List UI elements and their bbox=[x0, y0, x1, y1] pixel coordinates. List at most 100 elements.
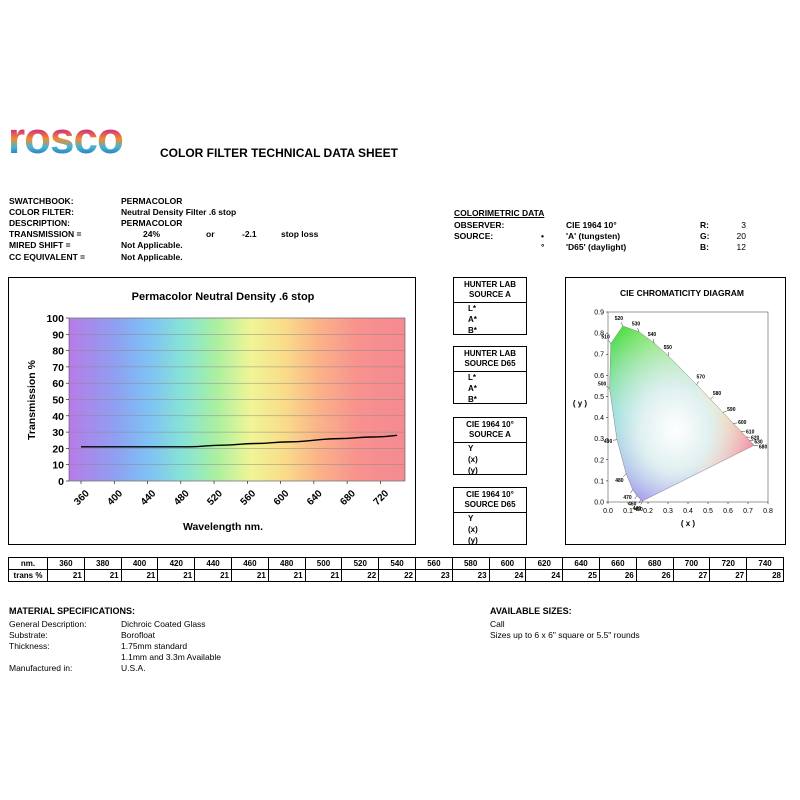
box-row: (x) bbox=[468, 525, 478, 534]
box-row: A* bbox=[468, 384, 477, 393]
table-cell-trans: 21 bbox=[304, 569, 343, 582]
table-cell-nm: 740 bbox=[746, 557, 784, 570]
cie-x-tick-label: 0.3 bbox=[663, 508, 673, 515]
locus-tick bbox=[710, 396, 714, 400]
sizes-heading: AVAILABLE SIZES: bbox=[490, 606, 572, 616]
thickness-label: Thickness: bbox=[9, 641, 50, 651]
table-cell-nm: 540 bbox=[378, 557, 416, 570]
x-tick-label: 360 bbox=[72, 488, 92, 508]
table-cell-nm: 620 bbox=[525, 557, 564, 570]
cie-x-tick-label: 0.6 bbox=[723, 508, 733, 515]
g-label: G: bbox=[700, 231, 710, 241]
box-subtitle: SOURCE D65 bbox=[464, 359, 516, 368]
transmission-chart-panel: Permacolor Neutral Density .6 stop 0 10 20… bbox=[8, 277, 416, 545]
y-tick-label: 0 bbox=[58, 476, 64, 488]
x-tick-label: 600 bbox=[272, 488, 292, 508]
cie-y-tick-label: 0.2 bbox=[594, 457, 604, 464]
table-cell-nm: 660 bbox=[598, 557, 637, 570]
x-tick-label: 560 bbox=[239, 488, 259, 508]
cie-source-d65-box: CIE 1964 10° SOURCE D65 Y (x) (y) bbox=[453, 487, 527, 545]
cc-label: CC EQUIVALENT = bbox=[9, 252, 86, 262]
box-row: L* bbox=[468, 304, 476, 313]
table-cell-trans: 21 bbox=[120, 569, 159, 582]
cie-y-tick-label: 0.7 bbox=[594, 352, 604, 359]
color-filter-label: COLOR FILTER: bbox=[9, 207, 74, 217]
substrate-label: Substrate: bbox=[9, 630, 48, 640]
source-d65-value: 'D65' (daylight) bbox=[566, 242, 627, 252]
stop-text: stop loss bbox=[281, 229, 319, 239]
table-cell-nm: 380 bbox=[83, 557, 122, 570]
transmission-line bbox=[80, 434, 398, 448]
locus-tick bbox=[606, 386, 610, 389]
locus-tick bbox=[630, 489, 633, 494]
box-title: HUNTER LAB bbox=[464, 349, 516, 358]
table-cell-nm: 500 bbox=[304, 557, 343, 570]
locus-label: 500 bbox=[598, 381, 607, 387]
x-tick-label: 440 bbox=[139, 488, 159, 508]
description-value: PERMACOLOR bbox=[121, 218, 183, 228]
cie-y-tick-label: 0.1 bbox=[594, 478, 604, 485]
stop-value: -2.1 bbox=[242, 229, 257, 239]
table-cell-nm: 580 bbox=[451, 557, 490, 570]
table-cell-nm: 720 bbox=[709, 557, 748, 570]
locus-tick bbox=[613, 439, 618, 441]
cie-x-tick-label: 0.4 bbox=[683, 508, 693, 515]
box-title: CIE 1964 10° bbox=[466, 490, 514, 499]
y-tick-label: 90 bbox=[52, 329, 64, 341]
locus-label: 530 bbox=[632, 321, 641, 327]
table-row-header: nm. bbox=[8, 557, 48, 570]
table-cell-trans: 23 bbox=[451, 569, 490, 582]
y-tick-label: 60 bbox=[52, 378, 64, 390]
table-cell-nm: 460 bbox=[230, 557, 269, 570]
colorimetric-heading: COLORIMETRIC DATA bbox=[454, 208, 545, 218]
locus-tick bbox=[733, 422, 738, 424]
x-tick-label: 640 bbox=[305, 488, 325, 508]
table-cell-trans: 25 bbox=[562, 569, 600, 582]
cie-chart-panel: CIE CHROMATICITY DIAGRAM 0.0 0.1 0.2 0.3 0.4… bbox=[565, 277, 786, 545]
table-cell-trans: 21 bbox=[83, 569, 122, 582]
locus-tick bbox=[620, 322, 623, 327]
b-value: 12 bbox=[736, 242, 746, 252]
source-label: SOURCE: bbox=[454, 231, 494, 241]
box-title: CIE 1964 10° bbox=[466, 420, 514, 429]
table-cell-nm: 520 bbox=[341, 557, 380, 570]
y-tick-label: 80 bbox=[52, 346, 64, 358]
locus-tick bbox=[722, 410, 727, 413]
table-cell-nm: 400 bbox=[120, 557, 159, 570]
table-cell-trans: 21 bbox=[194, 569, 232, 582]
cie-x-tick-label: 0.8 bbox=[763, 508, 773, 515]
observer-label: OBSERVER: bbox=[454, 220, 505, 230]
observer-value: CIE 1964 10° bbox=[566, 220, 617, 230]
table-cell-nm: 600 bbox=[488, 557, 527, 570]
locus-tick bbox=[637, 328, 640, 332]
cie-chromaticity-chart: CIE CHROMATICITY DIAGRAM 0.0 0.1 0.2 0.3 0.4… bbox=[573, 288, 773, 528]
y-tick-label: 40 bbox=[52, 411, 64, 423]
r-value: 3 bbox=[741, 220, 746, 230]
cie-x-tick-label: 0.0 bbox=[603, 508, 613, 515]
table-cell-nm: 700 bbox=[672, 557, 711, 570]
source-d65-bullet: ° bbox=[541, 242, 545, 252]
cie-y-tick-label: 0.0 bbox=[594, 500, 604, 507]
cie-y-tick-label: 0.3 bbox=[594, 436, 604, 443]
material-heading: MATERIAL SPECIFICATIONS: bbox=[9, 606, 135, 616]
table-cell-trans: 26 bbox=[635, 569, 674, 582]
substrate-value: Borofloat bbox=[121, 630, 156, 640]
general-description-value: Dichroic Coated Glass bbox=[121, 619, 206, 629]
transmission-or: or bbox=[206, 229, 215, 239]
table-cell-nm: 560 bbox=[414, 557, 453, 570]
chart-title: Permacolor Neutral Density .6 stop bbox=[132, 291, 315, 303]
cc-value: Not Applicable. bbox=[121, 252, 183, 262]
locus-label: 540 bbox=[648, 332, 657, 338]
table-cell-trans: 22 bbox=[378, 569, 416, 582]
box-row: Y bbox=[468, 444, 474, 453]
table-cell-trans: 27 bbox=[709, 569, 748, 582]
locus-tick bbox=[696, 381, 699, 385]
source-a-value: 'A' (tungsten) bbox=[566, 231, 621, 241]
sizes-line-1: Call bbox=[490, 619, 505, 629]
locus-tick bbox=[754, 445, 759, 447]
locus-tick bbox=[638, 499, 641, 504]
box-row: (y) bbox=[468, 536, 478, 545]
table-cell-trans: 26 bbox=[598, 569, 637, 582]
box-row: (y) bbox=[468, 466, 478, 475]
mired-label: MIRED SHIFT = bbox=[9, 240, 71, 250]
